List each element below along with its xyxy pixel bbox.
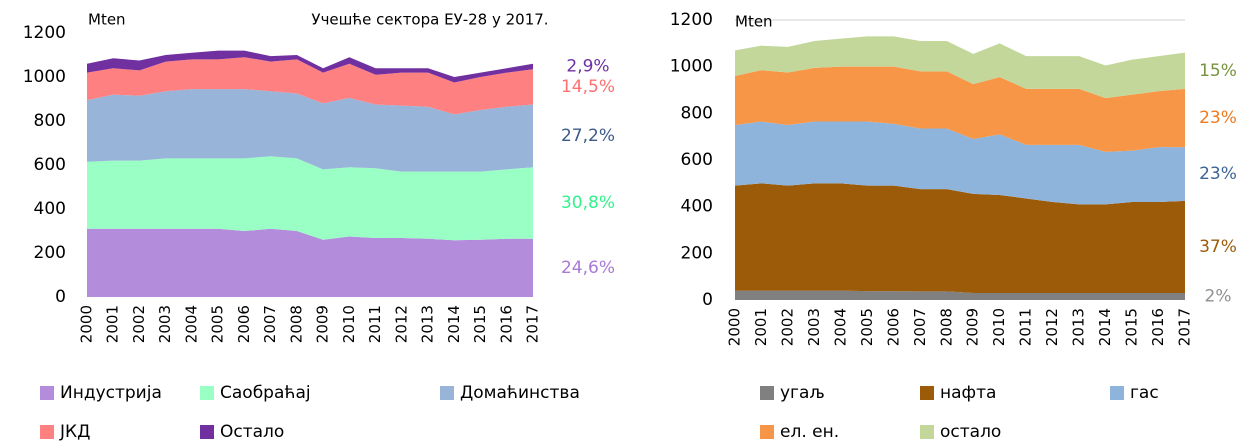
y-tick-label: 200 <box>34 243 66 263</box>
area <box>87 156 533 241</box>
legend-label: Индустрија <box>60 383 162 403</box>
share-label: 23% <box>1199 164 1237 184</box>
y-tick-label: 400 <box>681 197 713 217</box>
share-label: 2% <box>1205 287 1232 307</box>
x-tick-label: 2017 <box>1176 308 1194 346</box>
area <box>735 183 1185 293</box>
x-tick-label: 2004 <box>182 305 200 343</box>
legend-swatch <box>40 425 54 439</box>
x-tick-label: 2015 <box>1123 308 1141 346</box>
area <box>87 89 533 172</box>
x-tick-label: 2005 <box>858 308 876 346</box>
x-tick-label: 2003 <box>156 305 174 343</box>
share-label: 14,5% <box>561 77 615 97</box>
chart-title: Учешће сектора ЕУ-28 у 2017. <box>311 11 548 29</box>
x-tick-label: 2011 <box>1017 308 1035 346</box>
y-tick-label: 1000 <box>23 67 66 87</box>
x-tick-label: 2000 <box>78 305 96 343</box>
x-tick-label: 2012 <box>392 305 410 343</box>
area <box>87 50 533 83</box>
legend-swatch <box>920 386 934 400</box>
legend-swatch <box>200 425 214 439</box>
legend-label: ел. ен. <box>780 422 839 442</box>
y-tick-label: 600 <box>34 155 66 175</box>
x-tick-label: 2001 <box>752 308 770 346</box>
y-tick-label: 1200 <box>23 23 66 43</box>
x-tick-label: 2002 <box>778 308 796 346</box>
y-tick-label: 1000 <box>670 57 713 77</box>
x-tick-label: 2007 <box>261 305 279 343</box>
legend-label: угаљ <box>780 383 825 403</box>
x-tick-label: 2015 <box>471 305 489 343</box>
x-tick-label: 2013 <box>419 305 437 343</box>
share-label: 23% <box>1199 108 1237 128</box>
legend-swatch <box>760 425 774 439</box>
share-label: 30,8% <box>561 193 615 213</box>
y-tick-label: 200 <box>681 243 713 263</box>
x-tick-label: 2008 <box>287 305 305 343</box>
x-tick-label: 2010 <box>340 305 358 343</box>
x-tick-label: 2000 <box>726 308 744 346</box>
y-tick-label: 400 <box>34 199 66 219</box>
y-axis-label: Mten <box>88 11 126 29</box>
x-tick-label: 2010 <box>990 308 1008 346</box>
legend-swatch <box>1110 386 1124 400</box>
area <box>87 228 533 297</box>
x-tick-label: 2014 <box>445 305 463 343</box>
area <box>87 57 533 115</box>
x-tick-label: 2003 <box>805 308 823 346</box>
legend-swatch <box>440 386 454 400</box>
area <box>735 36 1185 99</box>
share-label: 27,2% <box>561 126 615 146</box>
x-tick-label: 2013 <box>1070 308 1088 346</box>
x-tick-label: 2009 <box>314 305 332 343</box>
x-tick-label: 2008 <box>937 308 955 346</box>
legend-label: Домаћинства <box>460 383 580 403</box>
legend-swatch <box>40 386 54 400</box>
y-tick-label: 600 <box>681 150 713 170</box>
share-label: 15% <box>1199 61 1237 81</box>
x-tick-label: 2012 <box>1043 308 1061 346</box>
x-tick-label: 2005 <box>209 305 227 343</box>
legend-label: нафта <box>940 383 996 403</box>
y-axis-label: Mten <box>735 13 773 31</box>
area <box>735 66 1185 152</box>
legend-label: Остало <box>220 422 284 442</box>
x-tick-label: 2016 <box>1149 308 1167 346</box>
x-tick-label: 2002 <box>130 305 148 343</box>
x-tick-label: 2014 <box>1096 308 1114 346</box>
x-tick-label: 2004 <box>831 308 849 346</box>
x-tick-label: 2011 <box>366 305 384 343</box>
y-tick-label: 800 <box>681 103 713 123</box>
x-tick-label: 2009 <box>964 308 982 346</box>
legend-label: Саобраћај <box>220 383 311 403</box>
share-label: 2,9% <box>566 57 609 77</box>
y-tick-label: 800 <box>34 111 66 131</box>
share-label: 37% <box>1199 237 1237 257</box>
y-tick-label: 0 <box>55 287 66 307</box>
legend-label: остало <box>940 422 1001 442</box>
legend-label: гас <box>1130 383 1159 403</box>
y-tick-label: 1200 <box>670 10 713 30</box>
legend-swatch <box>920 425 934 439</box>
x-tick-label: 2006 <box>884 308 902 346</box>
legend-label: ЈКД <box>59 422 90 442</box>
x-tick-label: 2007 <box>911 308 929 346</box>
area <box>735 121 1185 205</box>
x-tick-label: 2006 <box>235 305 253 343</box>
x-tick-label: 2017 <box>524 305 542 343</box>
y-tick-label: 0 <box>702 290 713 310</box>
share-label: 24,6% <box>561 258 615 278</box>
legend-swatch <box>200 386 214 400</box>
x-tick-label: 2016 <box>497 305 515 343</box>
legend-swatch <box>760 386 774 400</box>
x-tick-label: 2001 <box>104 305 122 343</box>
